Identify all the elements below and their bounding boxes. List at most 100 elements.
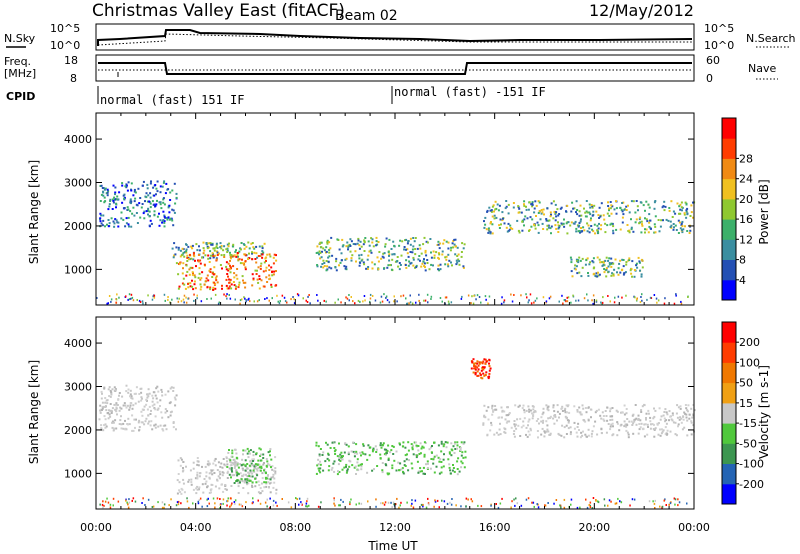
velocity-colorbar-swatch [722, 362, 736, 384]
velocity-cell [241, 458, 244, 461]
power-cell [257, 266, 260, 269]
velocity-noise-cell [305, 505, 307, 508]
velocity-cell [221, 466, 224, 469]
velocity-cell [620, 411, 622, 414]
power-noise-cell [649, 296, 652, 299]
velocity-noise-cell [589, 501, 592, 504]
velocity-cell [505, 421, 508, 424]
power-cell [363, 239, 366, 242]
power-cell [142, 180, 145, 183]
power-cell [441, 250, 444, 253]
power-cell [586, 211, 589, 214]
power-cell [562, 222, 565, 225]
velocity-cell [635, 417, 638, 420]
velocity-cell [680, 417, 683, 420]
velocity-cell [151, 394, 154, 397]
power-cell [566, 221, 569, 224]
power-cell [438, 247, 441, 250]
velocity-cell [182, 461, 185, 463]
velocity-cell [104, 397, 107, 399]
power-cell [619, 228, 622, 231]
power-noise-cell [501, 296, 503, 299]
power-cell [576, 209, 579, 211]
power-cell [407, 255, 410, 258]
velocity-cell [226, 460, 228, 463]
power-cell [162, 210, 165, 213]
velocity-cell [230, 485, 233, 487]
velocity-cell [169, 401, 172, 404]
velocity-ytick-label: 3000 [64, 381, 92, 394]
velocity-cell [686, 434, 689, 437]
power-cell [412, 237, 415, 239]
power-cell [134, 197, 137, 200]
power-cell [194, 287, 197, 290]
velocity-cell [128, 408, 131, 411]
velocity-cell [214, 458, 217, 460]
power-noise-cell [402, 294, 405, 297]
velocity-noise-cell [608, 499, 611, 502]
power-cell [214, 283, 217, 285]
velocity-cell [676, 416, 679, 419]
velocity-noise-cell [163, 503, 166, 506]
velocity-cell [258, 466, 261, 469]
power-noise-cell [478, 296, 481, 298]
velocity-cell [247, 492, 250, 495]
velocity-cell [324, 460, 327, 463]
power-cell [588, 203, 591, 206]
power-cell [194, 276, 197, 279]
power-cell [489, 222, 492, 225]
velocity-cell [124, 404, 127, 407]
velocity-cell [114, 389, 117, 391]
power-cell [244, 281, 247, 284]
power-cell [610, 257, 613, 260]
power-cell [213, 249, 216, 252]
power-noise-cell [687, 296, 689, 298]
velocity-cell [267, 481, 270, 484]
velocity-cell [104, 406, 107, 408]
velocity-cell [352, 441, 354, 444]
velocity-cell [252, 460, 254, 462]
power-cell [575, 265, 578, 268]
velocity-cell [100, 390, 103, 393]
power-cell [597, 231, 600, 234]
velocity-cell [138, 429, 140, 432]
velocity-cell [491, 413, 494, 416]
power-cell [558, 225, 561, 227]
power-noise-cell [258, 299, 260, 302]
velocity-cell [395, 469, 398, 472]
velocity-cell [127, 391, 130, 394]
power-cell [169, 217, 172, 220]
power-cell [586, 222, 589, 225]
power-cell [320, 265, 323, 268]
velocity-cell [683, 411, 686, 414]
velocity-cell [121, 395, 124, 398]
velocity-cell [244, 469, 247, 472]
velocity-cell [260, 459, 263, 462]
power-cell [581, 266, 584, 269]
power-cell [351, 254, 354, 257]
power-cell [319, 241, 322, 244]
power-cell [215, 257, 218, 260]
power-cell [158, 212, 160, 215]
velocity-noise-cell [434, 500, 437, 503]
power-cell [585, 200, 588, 202]
velocity-ytick-label: 2000 [64, 424, 92, 437]
power-cell [678, 221, 681, 224]
power-cell [573, 207, 576, 210]
power-colorbar-swatch [722, 178, 736, 200]
power-cell [238, 258, 241, 261]
power-cell [196, 249, 199, 252]
power-cell [338, 264, 340, 267]
power-cell [615, 228, 618, 231]
velocity-cell [336, 455, 339, 458]
power-cell [491, 215, 494, 218]
velocity-cell [333, 447, 336, 449]
velocity-cell [480, 376, 483, 379]
velocity-cell [332, 462, 335, 465]
velocity-cell [100, 397, 103, 400]
velocity-cell [626, 424, 629, 427]
power-noise-cell [245, 299, 248, 302]
power-cell [537, 224, 540, 227]
station-title: Christmas Valley East (fitACF) [92, 1, 345, 21]
velocity-noise-cell [99, 503, 101, 506]
